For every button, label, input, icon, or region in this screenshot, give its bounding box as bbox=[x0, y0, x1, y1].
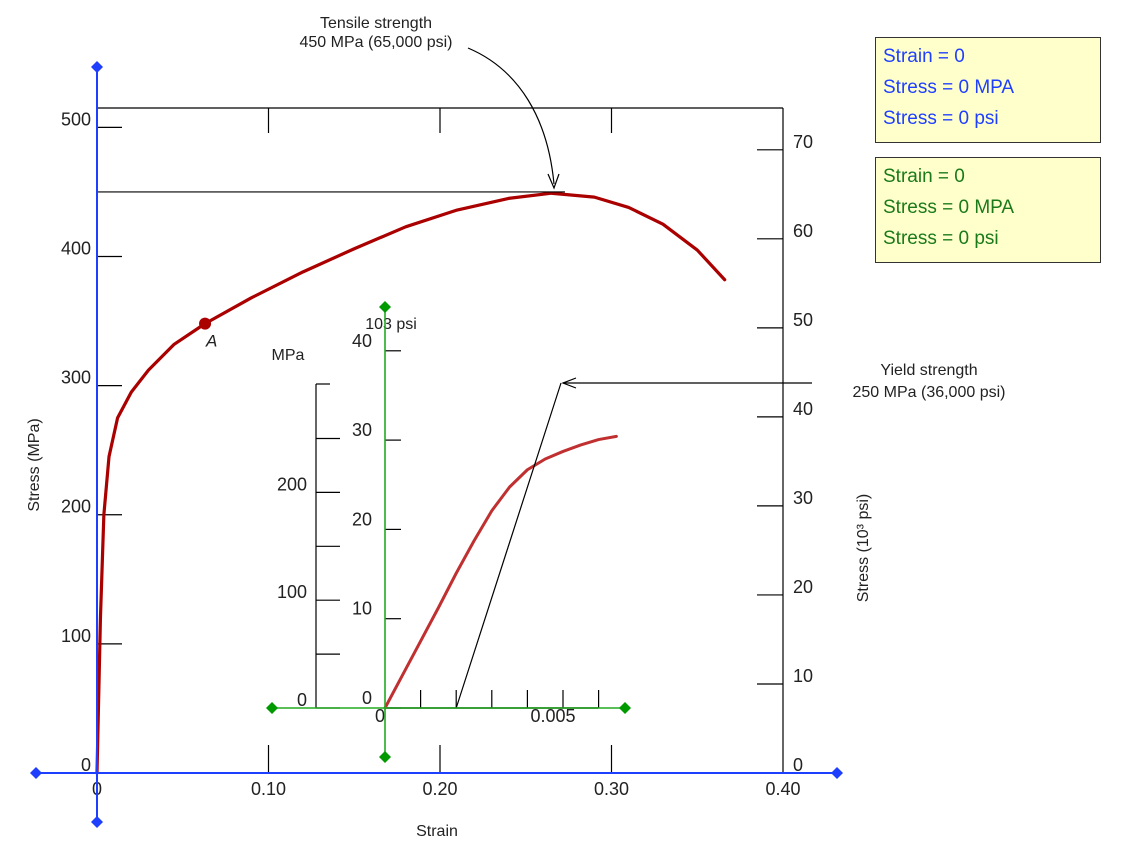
inset-ksi-unit: 103 psi bbox=[365, 316, 417, 333]
axis-ticks bbox=[97, 108, 783, 774]
inset-mpa-tick-label: 200 bbox=[277, 474, 307, 494]
yield-arrowhead bbox=[561, 377, 577, 389]
y-right-tick-label: 30 bbox=[793, 488, 813, 508]
blue-axis-bottom-handle[interactable] bbox=[91, 816, 103, 828]
stress-strain-curve bbox=[95, 191, 727, 775]
annotations: Tensile strength 450 MPa (65,000 psi) Yiel… bbox=[97, 15, 1005, 401]
inset-ksi-tick-label: 40 bbox=[352, 331, 372, 351]
inset-ksi-tick-label: 20 bbox=[352, 509, 372, 529]
x-tick-label: 0.30 bbox=[594, 779, 629, 799]
inset-x-tick-label: 0.005 bbox=[530, 706, 575, 726]
plot-frame bbox=[97, 107, 784, 773]
blue-axis-right-handle[interactable] bbox=[831, 767, 843, 779]
tensile-strength-value: 450 MPa (65,000 psi) bbox=[300, 34, 453, 51]
inset-mpa-unit: MPa bbox=[272, 347, 305, 364]
green-axis-left-handle[interactable] bbox=[266, 702, 278, 714]
interactive-axes[interactable] bbox=[30, 61, 843, 828]
inset-ksi-tick-label: 0 bbox=[362, 688, 372, 708]
readout-strain-label: Strain = 0 bbox=[883, 166, 965, 187]
green-axis-top-handle[interactable] bbox=[379, 301, 391, 313]
inset-offset-line bbox=[455, 382, 562, 709]
y-tick-label: 200 bbox=[61, 497, 91, 517]
main-curve-layer: A bbox=[95, 191, 727, 775]
point-A-marker bbox=[199, 317, 212, 330]
tensile-arrowhead bbox=[547, 173, 560, 190]
x-axis-title: Strain bbox=[416, 823, 458, 840]
y-right-tick-label: 10 bbox=[793, 666, 813, 686]
blue-axis-top-handle[interactable] bbox=[91, 61, 103, 73]
inset-ksi-tick-label: 10 bbox=[352, 599, 372, 619]
x-tick-label: 0.20 bbox=[422, 779, 457, 799]
y-tick-label: 100 bbox=[61, 626, 91, 646]
y-right-tick-label: 0 bbox=[793, 755, 803, 775]
yield-strength-label: Yield strength bbox=[880, 362, 977, 379]
y-right-tick-label: 40 bbox=[793, 399, 813, 419]
y-right-tick-label: 60 bbox=[793, 221, 813, 241]
y-tick-label: 300 bbox=[61, 368, 91, 388]
inset-elastic-curve bbox=[383, 434, 618, 710]
readout-stress-mpa-label: Stress = 0 MPA bbox=[883, 77, 1015, 98]
y-right-tick-label: 50 bbox=[793, 310, 813, 330]
inset-mpa-tick-label: 100 bbox=[277, 582, 307, 602]
green-axis-bottom-handle[interactable] bbox=[379, 751, 391, 763]
point-A-label: A bbox=[205, 332, 217, 351]
yield-strength-value: 250 MPa (36,000 psi) bbox=[853, 384, 1006, 401]
y-right-tick-label: 70 bbox=[793, 132, 813, 152]
y-axis-title: Stress (MPa) bbox=[26, 418, 43, 511]
inset-ksi-tick-label: 30 bbox=[352, 420, 372, 440]
readout-stress-psi-label: Stress = 0 psi bbox=[883, 108, 999, 129]
readout-stress-mpa-label: Stress = 0 MPA bbox=[883, 197, 1015, 218]
blue-axis-left-handle[interactable] bbox=[30, 767, 42, 779]
y-tick-label: 400 bbox=[61, 238, 91, 258]
y-right-tick-label: 20 bbox=[793, 577, 813, 597]
y-right-axis-title: Stress (10³ psi) bbox=[855, 494, 872, 602]
x-tick-label: 0.10 bbox=[251, 779, 286, 799]
inset-x-tick-label: 0 bbox=[375, 706, 385, 726]
tensile-strength-label: Tensile strength bbox=[320, 15, 432, 32]
y-tick-label: 500 bbox=[61, 109, 91, 129]
readout-box-green: Strain = 0 Stress = 0 MPA Stress = 0 psi bbox=[875, 157, 1101, 263]
tensile-arrow bbox=[467, 47, 555, 185]
readout-strain-label: Strain = 0 bbox=[883, 46, 965, 67]
y-tick-label: 0 bbox=[81, 755, 91, 775]
readout-box-blue: Strain = 0 Stress = 0 MPA Stress = 0 psi bbox=[875, 37, 1101, 143]
green-axis-right-handle[interactable] bbox=[619, 702, 631, 714]
axis-labels: 00.100.200.300.4001002003004005000102030… bbox=[26, 109, 872, 840]
readout-stress-psi-label: Stress = 0 psi bbox=[883, 228, 999, 249]
x-tick-label: 0.40 bbox=[765, 779, 800, 799]
inset-mpa-tick-label: 0 bbox=[297, 690, 307, 710]
